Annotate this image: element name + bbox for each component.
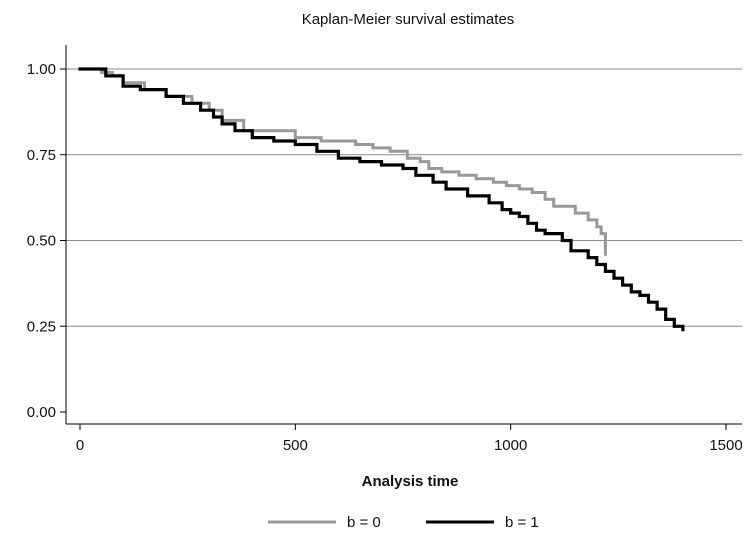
y-tick-label-3: 0.75 — [27, 147, 56, 164]
x-tick-label-1: 500 — [283, 437, 308, 454]
legend: b = 0 b = 1 — [268, 514, 539, 531]
y-tick-label-0: 0.00 — [27, 404, 56, 421]
x-tick-label-3: 1500 — [709, 437, 742, 454]
x-axis-ticks: 0 500 1000 1500 — [76, 424, 743, 454]
y-tick-label-1: 0.25 — [27, 318, 56, 335]
x-axis-title: Analysis time — [362, 473, 459, 490]
x-tick-label-0: 0 — [76, 437, 84, 454]
plot-area: 0.00 0.25 0.50 0.75 1.00 0 500 1000 1500 — [27, 45, 743, 454]
legend-label-b1: b = 1 — [505, 514, 539, 531]
legend-label-b0: b = 0 — [347, 514, 381, 531]
gridlines — [66, 68, 742, 327]
series-line-b1 — [78, 67, 685, 332]
chart-title: Kaplan-Meier survival estimates — [302, 11, 515, 28]
y-axis-ticks: 0.00 0.25 0.50 0.75 1.00 — [27, 61, 66, 421]
y-tick-label-2: 0.50 — [27, 233, 56, 250]
x-tick-label-2: 1000 — [494, 437, 527, 454]
plot-background — [66, 45, 742, 433]
series-layer — [78, 67, 685, 332]
y-tick-label-4: 1.00 — [27, 61, 56, 78]
